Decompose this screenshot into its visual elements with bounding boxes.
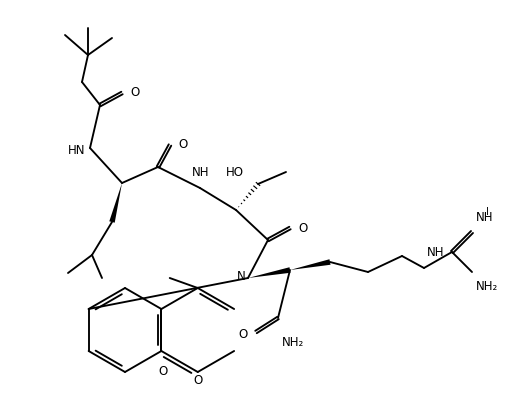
Polygon shape <box>248 267 290 278</box>
Text: NH: NH <box>427 246 444 259</box>
Text: HN: HN <box>68 144 85 156</box>
Text: O: O <box>159 365 168 378</box>
Text: NH₂: NH₂ <box>476 280 498 293</box>
Text: NH: NH <box>192 166 210 179</box>
Text: N: N <box>237 270 246 283</box>
Text: HO: HO <box>226 166 244 178</box>
Polygon shape <box>290 259 331 270</box>
Text: O: O <box>130 86 139 99</box>
Text: O: O <box>298 221 307 235</box>
Text: O: O <box>239 327 248 341</box>
Text: O: O <box>193 374 202 387</box>
Text: NH₂: NH₂ <box>282 336 304 349</box>
Polygon shape <box>109 183 122 223</box>
Text: NH: NH <box>476 211 494 224</box>
Text: I: I <box>486 207 489 217</box>
Text: O: O <box>178 139 187 151</box>
